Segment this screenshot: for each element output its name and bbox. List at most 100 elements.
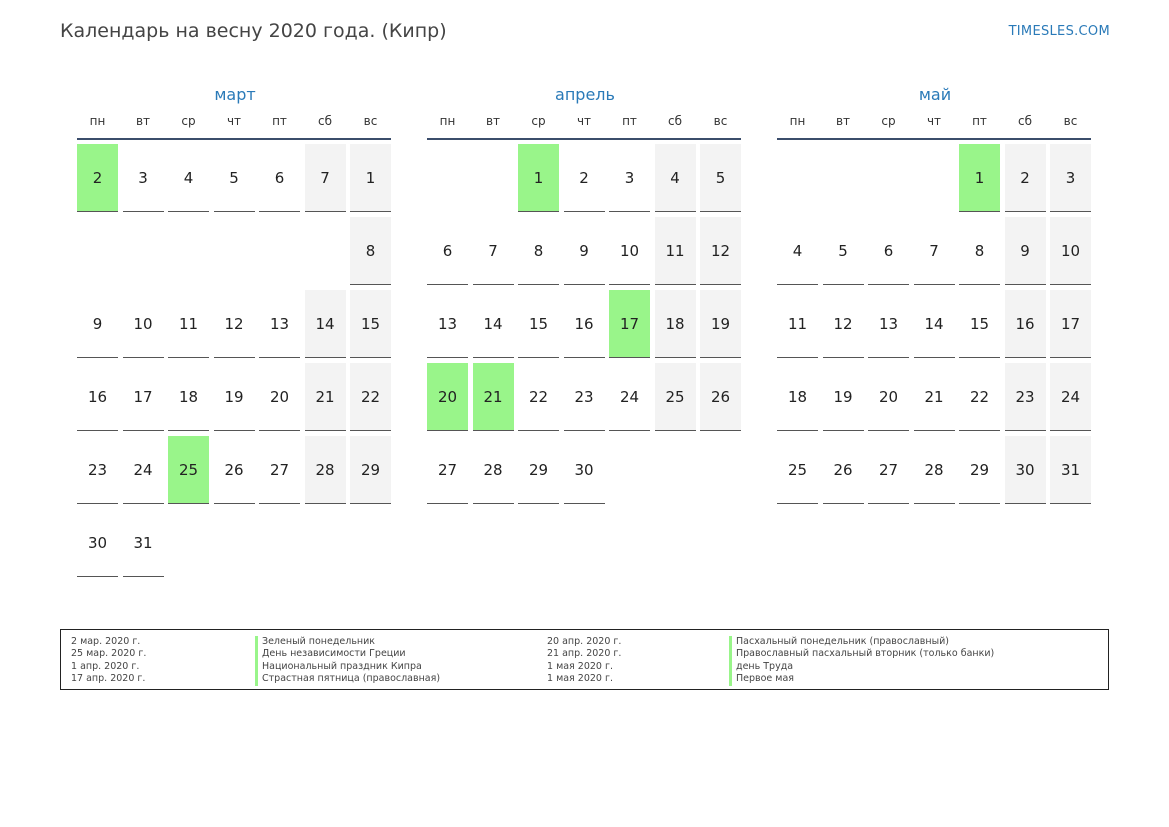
legend-names-right: Пасхальный понедельник (православный) Пр… — [729, 636, 994, 686]
calendar-day: 6 — [259, 144, 300, 212]
calendar-day: 13 — [868, 290, 909, 358]
calendar-day: 20 — [259, 363, 300, 431]
day-grid: 1 2 3 4 5 6 7 8 9 10 11 12 13 14 15 16 17 18 19 20 21 22 23 24 2… — [777, 144, 1093, 504]
weekday-label: чт — [926, 114, 942, 128]
legend-names-left: Зеленый понедельник День независимости Г… — [255, 636, 440, 686]
day-grid: 1 2 3 4 5 6 7 8 9 10 11 12 13 14 15 16 17 18 19 20 21 22 23 24 2… — [77, 144, 393, 577]
month-name: март — [214, 85, 256, 104]
calendar-day: 27 — [868, 436, 909, 504]
legend-date: 20 апр. 2020 г. — [547, 636, 622, 647]
calendar-day: 27 — [427, 436, 468, 504]
weekday-label: чт — [226, 114, 242, 128]
calendar-day: 14 — [472, 290, 514, 358]
calendar-day: 28 — [304, 436, 346, 504]
weekday-label: вт — [485, 114, 501, 128]
calendar-day: 17 — [1050, 290, 1091, 358]
calendar-day: 6 — [868, 217, 909, 285]
calendar-day: 14 — [304, 290, 346, 358]
calendar-day: 13 — [259, 290, 300, 358]
calendar-day: 9 — [1004, 217, 1046, 285]
calendar-day: 4 — [654, 144, 696, 212]
calendar-day: 25 — [777, 436, 818, 504]
calendar-day: 2 — [1004, 144, 1046, 212]
calendar-day: 22 — [959, 363, 1000, 431]
calendar-day: 29 — [518, 436, 559, 504]
legend-holiday-name: День независимости Греции — [255, 648, 440, 661]
weekday-label: сб — [318, 114, 332, 128]
calendar-day: 30 — [1004, 436, 1046, 504]
legend-date: 21 апр. 2020 г. — [547, 648, 622, 660]
site-link[interactable]: TIMESLES.COM — [1008, 24, 1110, 39]
calendar-day: 23 — [1004, 363, 1046, 431]
month-may: май пн вт ср чт пт сб вс 1 2 3 4 5 6 7 8 9 10 11 12… — [777, 84, 1093, 504]
calendar-day: 1 — [350, 144, 391, 212]
calendar-day: 15 — [518, 290, 559, 358]
weekday-label: пт — [272, 114, 287, 128]
legend-date: 17 апр. 2020 г. — [71, 673, 146, 685]
calendar-day: 3 — [609, 144, 650, 212]
legend-date: 1 мая 2020 г. — [547, 660, 613, 672]
calendar-day: 24 — [1050, 363, 1091, 431]
weekday-label: ср — [531, 114, 546, 128]
calendar-day: 26 — [700, 363, 741, 431]
month-march: март пн вт ср чт пт сб вс 1 2 3 4 5 6 7 8 9 10 11 1… — [77, 84, 393, 577]
legend-holiday-name: Зеленый понедельник — [255, 636, 440, 649]
calendar-day: 2 — [563, 144, 605, 212]
calendar-day: 18 — [654, 290, 696, 358]
month-name: апрель — [555, 85, 615, 104]
calendar-day: 18 — [777, 363, 818, 431]
calendar-day: 21 — [472, 363, 514, 431]
calendar-day: 6 — [427, 217, 468, 285]
calendar-day: 8 — [959, 217, 1000, 285]
calendar-day: 11 — [168, 290, 209, 358]
calendar-day: 24 — [122, 436, 164, 504]
legend-date: 1 апр. 2020 г. — [71, 660, 140, 672]
weekday-label: вс — [713, 114, 728, 128]
weekday-label: сб — [668, 114, 682, 128]
calendar-day: 26 — [213, 436, 255, 504]
calendar-day: 3 — [122, 144, 164, 212]
weekday-label: ср — [881, 114, 896, 128]
calendar-day: 14 — [913, 290, 955, 358]
calendar-day: 24 — [609, 363, 650, 431]
calendar-day: 8 — [518, 217, 559, 285]
calendar-day: 30 — [563, 436, 605, 504]
calendar-day: 15 — [959, 290, 1000, 358]
weekday-label: пн — [89, 114, 106, 128]
calendar-day: 28 — [472, 436, 514, 504]
calendar-day: 20 — [868, 363, 909, 431]
calendar-day: 17 — [122, 363, 164, 431]
calendar-day: 16 — [1004, 290, 1046, 358]
legend-holiday-name: Национальный праздник Кипра — [255, 660, 440, 674]
calendar-day: 28 — [913, 436, 955, 504]
calendar-day: 11 — [654, 217, 696, 285]
legend-holiday-name: Первое мая — [729, 673, 994, 686]
calendar-day: 30 — [77, 509, 118, 577]
calendar-day: 4 — [777, 217, 818, 285]
legend-dates-right: 20 апр. 2020 г. 21 апр. 2020 г. 1 мая 20… — [547, 636, 621, 686]
weekday-label: ср — [181, 114, 196, 128]
day-grid: 1 2 3 4 5 6 7 8 9 10 11 12 13 14 15 16 17 18 19 20 21 22 23 24 2… — [427, 144, 743, 504]
calendar-day: 31 — [1050, 436, 1091, 504]
calendar-day: 7 — [913, 217, 955, 285]
calendar-day: 13 — [427, 290, 468, 358]
calendar-day: 10 — [609, 217, 650, 285]
calendar-day: 11 — [777, 290, 818, 358]
calendar-day: 10 — [122, 290, 164, 358]
calendar-day: 29 — [350, 436, 391, 504]
calendar-day: 8 — [350, 217, 391, 285]
calendar-day: 12 — [700, 217, 741, 285]
calendar-day: 1 — [518, 144, 559, 212]
calendar-day: 5 — [213, 144, 255, 212]
calendar-day: 22 — [518, 363, 559, 431]
weekday-label: вт — [835, 114, 851, 128]
weekday-label: вт — [135, 114, 151, 128]
calendar-day: 21 — [913, 363, 955, 431]
calendar-day: 25 — [168, 436, 209, 504]
weekday-label: сб — [1018, 114, 1032, 128]
calendar-day: 18 — [168, 363, 209, 431]
calendar-day: 3 — [1050, 144, 1091, 212]
weekday-label: пн — [789, 114, 806, 128]
calendar-day: 20 — [427, 363, 468, 431]
calendar-day: 29 — [959, 436, 1000, 504]
